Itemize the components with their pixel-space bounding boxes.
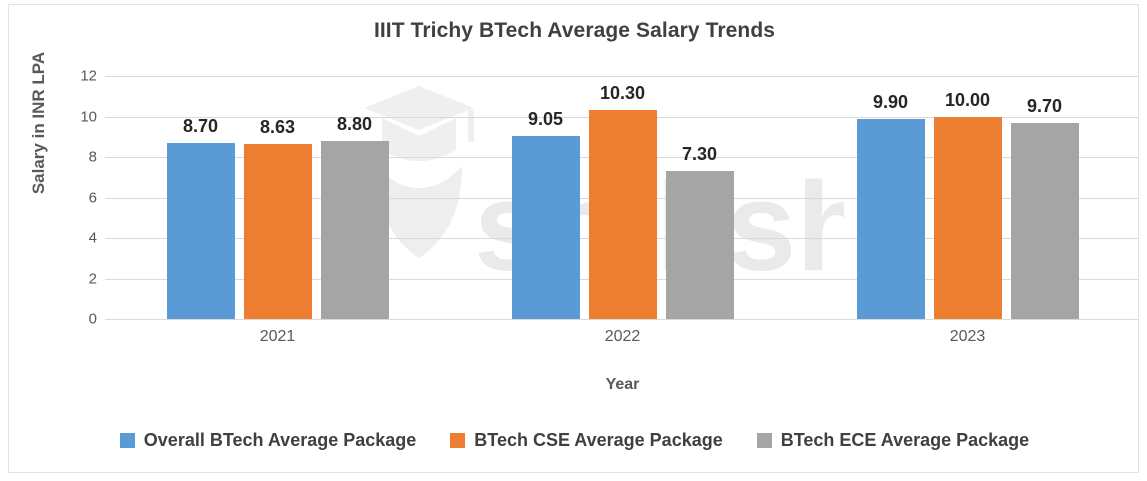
- bar-value-label: 8.80: [336, 113, 373, 134]
- legend-swatch-icon: [756, 433, 772, 448]
- bar-value-label: 9.05: [527, 108, 564, 129]
- bar[interactable]: [665, 171, 734, 319]
- legend-label: Overall BTech Average Package: [143, 430, 417, 450]
- x-axis-category-label: 2023: [949, 328, 986, 345]
- y-axis-tick-label: 2: [88, 270, 97, 287]
- bar[interactable]: [588, 110, 657, 319]
- x-axis-category-label: 2022: [604, 328, 641, 345]
- legend-swatch-icon: [450, 433, 466, 448]
- bar[interactable]: [856, 118, 925, 319]
- bar[interactable]: [933, 116, 1002, 319]
- x-axis-category-label: 2021: [259, 328, 296, 345]
- gridline: [105, 76, 1138, 77]
- legend-label: BTech ECE Average Package: [780, 430, 1030, 450]
- chart-container: shiksha IIIT Trichy BTech Average Salary…: [8, 4, 1139, 473]
- legend-item[interactable]: BTech CSE Average Package: [450, 430, 723, 451]
- plot-area: 0 2 4 6 8 10 12 8.70 8.63 8.80 2021 9.05 10.30 7.30 20…: [80, 68, 1138, 345]
- bar[interactable]: [511, 135, 580, 319]
- bar-value-label: 10.00: [944, 89, 991, 110]
- legend-item[interactable]: Overall BTech Average Package: [119, 430, 417, 451]
- x-axis-title: Year: [605, 376, 640, 393]
- bar-value-label: 8.70: [182, 115, 219, 136]
- y-axis-tick-label: 0: [88, 310, 97, 328]
- y-axis-tick-label: 4: [88, 229, 97, 247]
- legend-swatch-icon: [119, 433, 135, 448]
- y-axis-tick-label: 8: [88, 148, 97, 166]
- bar[interactable]: [166, 142, 235, 319]
- y-axis-tick-label: 12: [80, 67, 97, 85]
- y-axis-tick-label: 6: [88, 189, 97, 206]
- bar-value-label: 9.70: [1026, 95, 1063, 116]
- gridline: [105, 319, 1138, 320]
- y-axis-title: Salary in INR LPA: [29, 51, 48, 195]
- y-axis-tick-label: 10: [80, 108, 97, 125]
- chart-legend: Overall BTech Average Package BTech CSE A…: [9, 430, 1138, 451]
- legend-label: BTech CSE Average Package: [474, 430, 723, 450]
- chart-title: IIIT Trichy BTech Average Salary Trends: [373, 19, 776, 42]
- bar[interactable]: [1010, 122, 1079, 319]
- bar-value-label: 9.90: [872, 91, 909, 112]
- bar-value-label: 7.30: [681, 144, 718, 165]
- bar-value-label: 10.30: [599, 83, 646, 104]
- legend-item[interactable]: BTech ECE Average Package: [756, 430, 1030, 451]
- bar-value-label: 8.63: [259, 117, 296, 138]
- bar[interactable]: [320, 140, 389, 319]
- bar[interactable]: [243, 144, 312, 319]
